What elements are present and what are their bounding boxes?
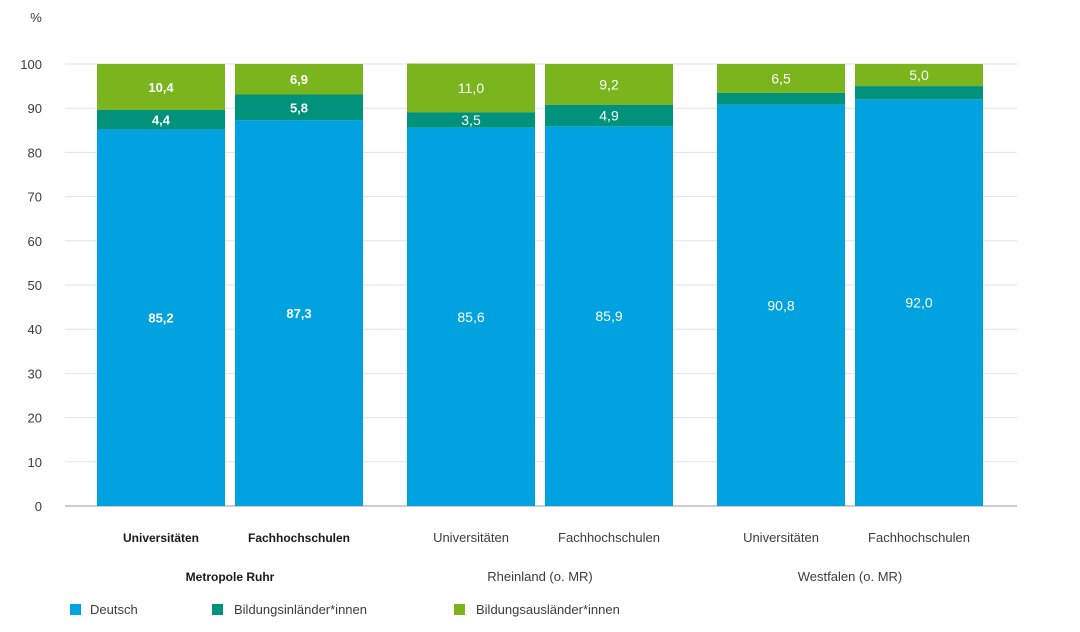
legend-swatch	[70, 604, 81, 615]
bar-segment	[407, 63, 535, 113]
x-tick-label: Universitäten	[433, 530, 509, 545]
x-tick-label: Fachhochschulen	[558, 530, 660, 545]
y-tick-label: 50	[28, 278, 42, 293]
data-label: 85,2	[148, 311, 173, 326]
bar-segment	[407, 112, 535, 128]
data-label: 85,9	[595, 308, 622, 324]
y-tick-label: 40	[28, 322, 42, 337]
group-label: Rheinland (o. MR)	[487, 569, 593, 584]
legend: Deutsch Bildungsinländer*innen Bildungsaus…	[70, 602, 620, 617]
bar-segment	[235, 94, 363, 121]
bar-segment	[545, 104, 673, 127]
bar-segment	[717, 64, 845, 93]
y-tick-label: 20	[28, 411, 42, 426]
x-tick-label: Universitäten	[123, 531, 199, 545]
x-tick-label: Fachhochschulen	[248, 531, 350, 545]
group-label: Westfalen (o. MR)	[798, 569, 903, 584]
y-tick-label: 90	[28, 101, 42, 116]
y-tick-label: 30	[28, 366, 42, 381]
group-label: Metropole Ruhr	[186, 570, 275, 584]
value-labels: 85,2 4,4 10,4 87,3 5,8 6,9 85,6 3,5 11,0 85,9 4,9 9…	[148, 67, 932, 326]
y-tick-label: 100	[20, 57, 42, 72]
y-tick-label: 0	[35, 499, 42, 514]
bar-segment	[545, 64, 673, 105]
data-label: 9,2	[599, 76, 619, 92]
bar-segment	[855, 64, 983, 87]
y-tick-label: 10	[28, 455, 42, 470]
data-label: 3,5	[461, 112, 481, 128]
data-label: 6,9	[290, 72, 308, 87]
legend-label: Deutsch	[90, 602, 138, 617]
legend-label: Bildungsinländer*innen	[234, 602, 367, 617]
data-label: 85,6	[457, 309, 484, 325]
category-labels: Universitäten Fachhochschulen Universitäte…	[123, 530, 970, 584]
bars	[97, 63, 983, 507]
bar-segment	[235, 120, 363, 506]
legend-swatch	[454, 604, 465, 615]
data-label: 6,5	[771, 70, 791, 86]
y-tick-label: 60	[28, 234, 42, 249]
y-tick-label: 80	[28, 145, 42, 160]
x-tick-label: Universitäten	[743, 530, 819, 545]
data-label: 92,0	[905, 295, 932, 311]
data-label: 4,4	[152, 113, 171, 128]
data-label: 4,9	[599, 107, 619, 123]
data-label: 87,3	[286, 306, 311, 321]
data-label: 11,0	[458, 80, 484, 96]
bar-segment	[545, 126, 673, 507]
x-tick-label: Fachhochschulen	[868, 530, 970, 545]
bar-segment	[97, 109, 225, 130]
bar-segment	[97, 64, 225, 110]
bar-segment	[235, 64, 363, 95]
bar-segment	[97, 129, 225, 506]
data-label: 5,0	[909, 67, 929, 83]
legend-label: Bildungsausländer*innen	[476, 602, 620, 617]
y-tick-label: 70	[28, 190, 42, 205]
data-label: 10,4	[148, 80, 174, 95]
bar-segment	[717, 92, 845, 105]
bar-segment	[717, 104, 845, 506]
bar-segment	[407, 127, 535, 506]
bar-segment	[855, 86, 983, 100]
y-axis: % 0 10 20 30 40 50 60 70 80 90 100	[20, 10, 42, 514]
legend-swatch	[212, 604, 223, 615]
bar-segment	[855, 99, 983, 507]
y-axis-unit-label: %	[30, 10, 42, 25]
data-label: 5,8	[290, 100, 308, 115]
data-label: 90,8	[767, 297, 794, 313]
